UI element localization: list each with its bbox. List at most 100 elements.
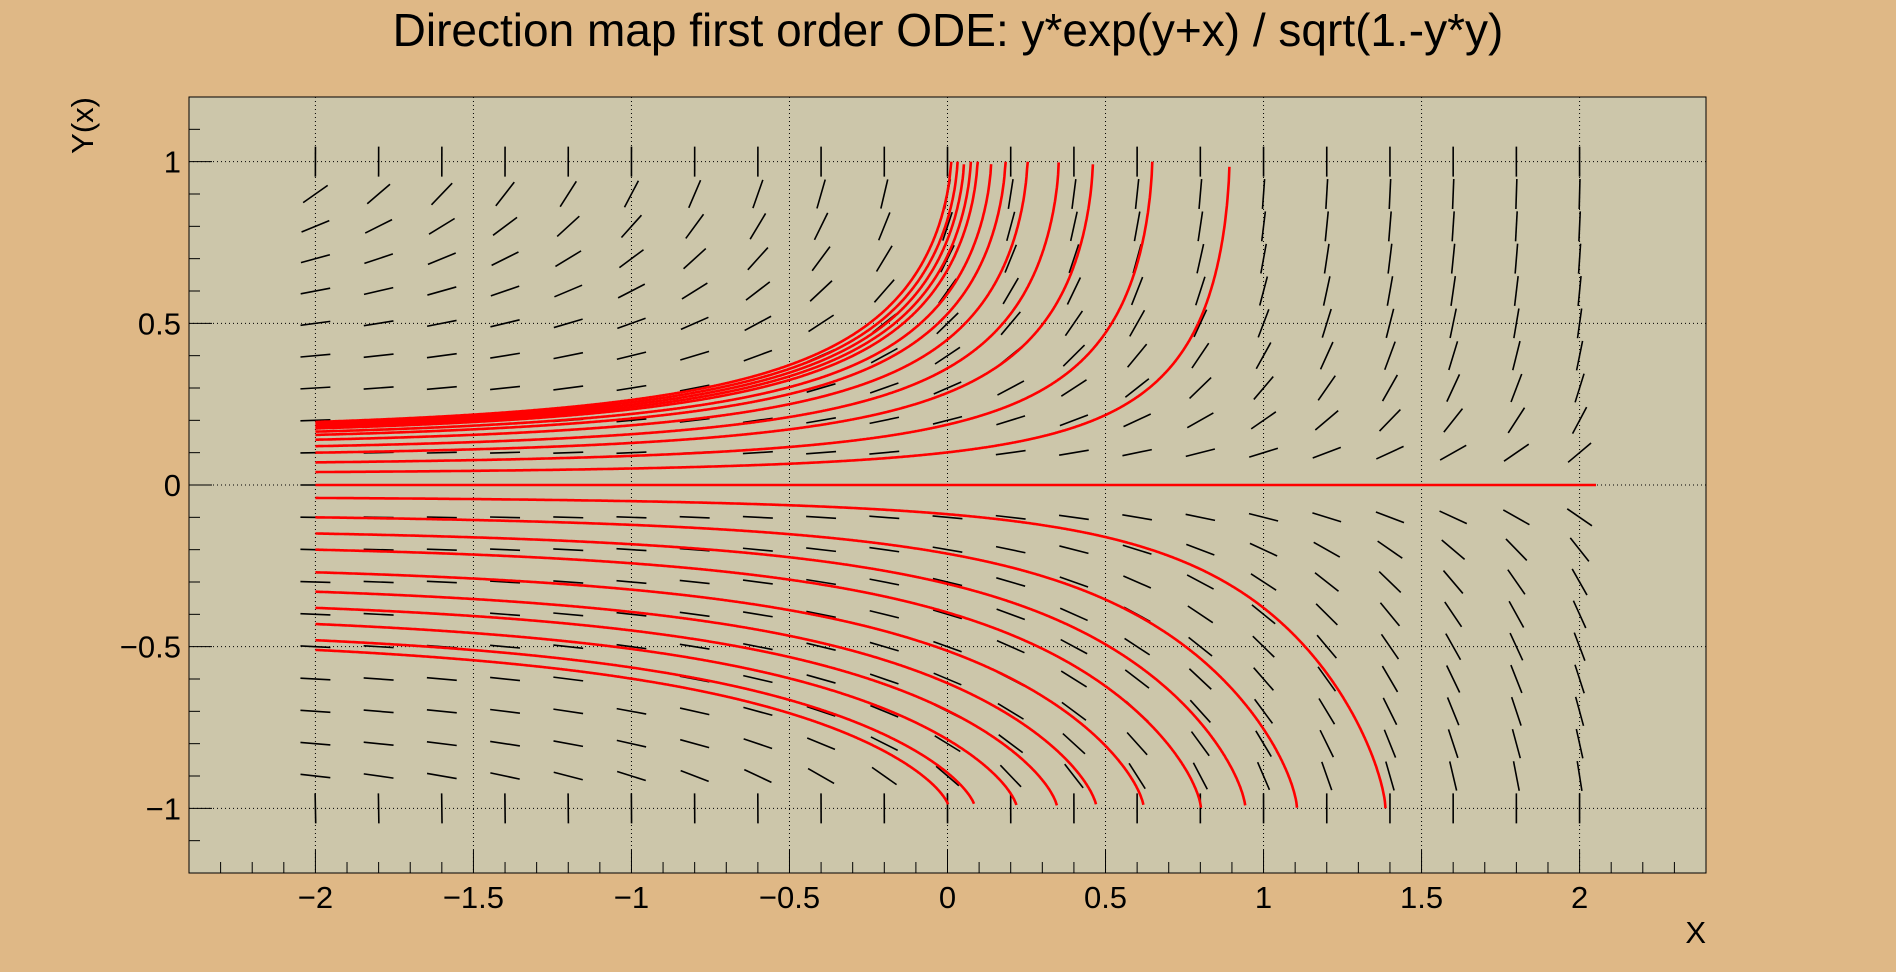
direction-segment <box>816 179 826 209</box>
direction-segment <box>1069 211 1078 242</box>
direction-segment <box>743 349 773 362</box>
direction-segment <box>1450 276 1457 306</box>
direction-segment <box>1123 575 1152 589</box>
direction-segment <box>997 380 1025 396</box>
direction-segment <box>806 705 836 717</box>
direction-segment <box>490 385 521 391</box>
direction-segment <box>426 548 457 551</box>
direction-segment <box>1387 243 1393 274</box>
direction-segment <box>1503 443 1530 462</box>
direction-segment <box>1578 178 1581 210</box>
direction-segment <box>364 253 394 265</box>
direction-segment <box>1257 309 1270 338</box>
direction-segment <box>620 214 643 239</box>
direction-segment <box>1451 178 1455 210</box>
direction-segment <box>996 639 1025 654</box>
direction-segment <box>1576 308 1583 339</box>
direction-segment <box>1062 344 1086 367</box>
direction-segment <box>553 580 584 584</box>
chart-title: Direction map first order ODE: y*exp(y+x… <box>393 4 1504 56</box>
direction-segment <box>811 246 831 272</box>
direction-segment <box>363 773 394 779</box>
direction-segment <box>806 610 836 619</box>
direction-segment <box>679 384 710 392</box>
direction-segment <box>1446 374 1461 402</box>
x-tick-label: 1 <box>1255 880 1272 915</box>
direction-segment <box>616 611 647 617</box>
direction-segment <box>553 516 584 519</box>
direction-segment <box>553 740 584 748</box>
direction-segment <box>426 451 457 454</box>
direction-segment <box>553 676 584 682</box>
direction-segment <box>743 674 773 684</box>
y-tick-label: 0 <box>164 468 181 503</box>
direction-segment <box>1006 211 1016 242</box>
direction-segment <box>1575 340 1584 371</box>
solution-curve <box>315 590 1098 805</box>
direction-segment <box>363 741 394 746</box>
direction-segment <box>1130 276 1144 306</box>
direction-segment <box>1574 373 1585 403</box>
direction-segment <box>553 351 584 360</box>
direction-segment <box>366 183 391 205</box>
direction-segment <box>623 180 640 208</box>
direction-segment <box>363 644 394 649</box>
direction-segment <box>1576 761 1583 791</box>
direction-segment <box>1193 309 1208 338</box>
direction-segment <box>1444 601 1463 628</box>
direction-segment <box>806 383 836 393</box>
direction-segment <box>300 677 331 681</box>
direction-segment <box>1387 211 1392 242</box>
direction-segment <box>752 179 764 209</box>
direction-segment <box>749 213 767 240</box>
y-tick-label: 1 <box>164 145 181 180</box>
direction-segment <box>680 769 709 783</box>
direction-segment <box>1451 211 1455 242</box>
direction-segment <box>933 672 962 686</box>
direction-segment <box>617 317 646 330</box>
direction-segment <box>742 579 773 585</box>
direction-segment <box>806 417 837 424</box>
direction-segment <box>363 580 394 584</box>
direction-segment <box>1253 698 1274 724</box>
direction-segment <box>426 385 457 391</box>
y-tick-label: −1 <box>146 791 181 826</box>
direction-segment <box>742 515 773 519</box>
direction-segment <box>1574 696 1585 727</box>
direction-segment <box>559 180 578 208</box>
x-tick-label: 2 <box>1571 880 1588 915</box>
direction-segment <box>1575 728 1584 759</box>
direction-segment <box>1185 448 1216 458</box>
direction-segment <box>426 741 457 747</box>
direction-segment <box>938 278 957 304</box>
direction-segment <box>870 347 898 364</box>
direction-segment <box>1382 697 1398 726</box>
direction-segment <box>1317 375 1336 401</box>
direction-segment <box>936 312 959 335</box>
direction-segment <box>554 284 583 298</box>
solution-curve <box>315 161 953 424</box>
direction-segment <box>1381 374 1399 402</box>
direction-segment <box>880 179 889 209</box>
direction-segment <box>999 764 1022 788</box>
direction-segment <box>806 547 837 553</box>
direction-segment <box>1316 634 1338 659</box>
direction-segment <box>1191 342 1210 369</box>
direction-segment <box>1251 604 1276 625</box>
direction-segment <box>300 580 331 584</box>
direction-segment <box>1198 178 1203 210</box>
direction-segment <box>806 737 836 751</box>
direction-segment <box>747 246 769 271</box>
direction-segment <box>553 318 583 329</box>
direction-segment <box>616 707 647 715</box>
direction-segment <box>873 279 895 303</box>
direction-segment <box>869 641 899 652</box>
direction-segment <box>1445 665 1461 693</box>
direction-segment <box>932 609 963 620</box>
direction-segment <box>996 415 1026 426</box>
direction-segment <box>683 247 707 270</box>
direction-segment <box>426 319 457 328</box>
direction-segment <box>1317 666 1337 692</box>
direction-segment <box>491 251 519 267</box>
direction-segment <box>1577 243 1582 274</box>
